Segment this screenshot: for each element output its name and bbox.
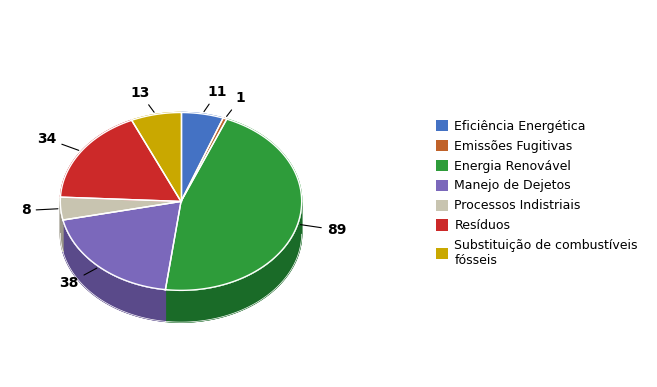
Polygon shape	[131, 113, 181, 202]
Polygon shape	[60, 197, 181, 220]
Text: 11: 11	[204, 85, 227, 111]
Polygon shape	[181, 113, 223, 202]
Text: 34: 34	[37, 132, 79, 151]
Polygon shape	[166, 119, 302, 290]
Polygon shape	[131, 113, 181, 202]
Polygon shape	[63, 202, 181, 289]
Polygon shape	[166, 202, 302, 322]
Polygon shape	[166, 119, 302, 290]
Text: 38: 38	[59, 268, 97, 290]
Polygon shape	[166, 202, 302, 322]
Polygon shape	[60, 202, 63, 252]
Text: 1: 1	[227, 91, 246, 116]
Polygon shape	[60, 197, 181, 220]
Polygon shape	[60, 120, 181, 202]
Text: 8: 8	[21, 204, 58, 217]
Polygon shape	[181, 118, 227, 202]
Polygon shape	[181, 118, 227, 202]
Polygon shape	[60, 120, 181, 202]
Legend: Eficiência Energética, Emissões Fugitivas, Energia Renovável, Manejo de Dejetos,: Eficiência Energética, Emissões Fugitiva…	[430, 114, 644, 273]
Polygon shape	[63, 220, 166, 321]
Polygon shape	[60, 202, 63, 252]
Polygon shape	[63, 202, 181, 289]
Text: 13: 13	[130, 86, 154, 112]
Polygon shape	[63, 220, 166, 321]
Polygon shape	[181, 113, 223, 202]
Text: 89: 89	[300, 223, 346, 237]
